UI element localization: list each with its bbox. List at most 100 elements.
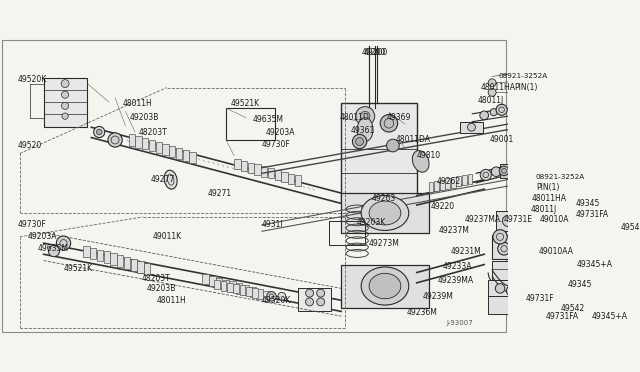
Text: 49233A: 49233A [443, 263, 472, 272]
Circle shape [317, 289, 324, 297]
Bar [451, 177, 456, 187]
Text: 49203A: 49203A [266, 128, 296, 137]
Bar [456, 176, 461, 186]
Circle shape [97, 129, 102, 135]
Bar [246, 287, 252, 296]
Circle shape [515, 238, 525, 248]
Bar [462, 175, 467, 185]
Text: 48011HA: 48011HA [480, 83, 515, 92]
Text: 49203A: 49203A [28, 232, 58, 241]
Ellipse shape [387, 139, 399, 152]
Bar [189, 152, 196, 163]
Text: 49731F: 49731F [525, 294, 554, 303]
Text: PIN(1): PIN(1) [536, 183, 559, 192]
Text: 49220: 49220 [430, 202, 454, 211]
Bar [221, 281, 226, 291]
Bar [445, 179, 450, 189]
Bar [261, 166, 268, 177]
Bar [149, 140, 155, 151]
Bar [341, 193, 429, 233]
Text: 49239M: 49239M [422, 292, 453, 301]
Text: 49635M: 49635M [252, 115, 284, 124]
Circle shape [356, 107, 374, 126]
Circle shape [502, 215, 513, 227]
Bar [496, 211, 528, 231]
Text: 48011H: 48011H [123, 99, 153, 108]
Text: 49635M: 49635M [38, 244, 69, 253]
Text: 49730F: 49730F [262, 140, 291, 149]
Bar [252, 288, 258, 298]
Bar [216, 278, 222, 288]
Bar [90, 247, 97, 259]
Bar [226, 108, 275, 140]
Ellipse shape [369, 273, 401, 299]
Circle shape [480, 111, 488, 120]
Bar [131, 259, 137, 270]
Text: 49730F: 49730F [17, 220, 46, 230]
Bar [182, 150, 189, 161]
Ellipse shape [164, 170, 177, 189]
Text: 49361: 49361 [351, 126, 375, 135]
Text: 49520K: 49520K [262, 296, 291, 305]
Bar [488, 280, 520, 296]
Bar [156, 142, 162, 154]
Circle shape [62, 113, 68, 119]
Text: 49369: 49369 [387, 113, 411, 122]
Bar [240, 285, 245, 295]
Circle shape [93, 126, 105, 138]
Bar [110, 253, 116, 264]
Bar [434, 181, 439, 191]
Circle shape [498, 242, 510, 255]
Bar [268, 168, 275, 179]
Text: 49345+A: 49345+A [591, 312, 627, 321]
Bar [223, 280, 229, 290]
Text: 08921-3252A: 08921-3252A [536, 174, 585, 180]
Text: 48011HA: 48011HA [532, 194, 567, 203]
Text: 49520K: 49520K [17, 75, 47, 84]
Text: PIN(1): PIN(1) [515, 83, 538, 92]
Bar [129, 134, 135, 145]
Circle shape [356, 138, 364, 145]
Text: 48011J: 48011J [530, 205, 557, 214]
Text: 48203T: 48203T [139, 128, 168, 137]
Circle shape [108, 133, 122, 147]
Circle shape [360, 111, 370, 121]
Bar [234, 159, 241, 169]
Text: 49237MA: 49237MA [465, 215, 500, 224]
Text: 48203T: 48203T [141, 273, 170, 283]
Circle shape [61, 91, 68, 98]
Circle shape [49, 246, 60, 257]
Text: 49011K: 49011K [152, 232, 182, 241]
Bar [44, 78, 87, 127]
Text: 48011H: 48011H [156, 296, 186, 305]
Bar [209, 276, 216, 286]
Text: 49810: 49810 [417, 151, 441, 160]
Bar [117, 256, 124, 267]
Text: 49262: 49262 [436, 177, 461, 186]
Bar [257, 289, 263, 299]
Ellipse shape [361, 196, 409, 230]
Bar [330, 221, 365, 245]
Bar [176, 148, 182, 160]
Text: 49010A: 49010A [540, 215, 569, 224]
Circle shape [480, 169, 492, 180]
Bar [227, 282, 232, 292]
Bar [144, 263, 150, 275]
Circle shape [579, 75, 588, 84]
Bar [169, 146, 175, 157]
Bar [97, 250, 103, 261]
Bar [248, 163, 254, 173]
Bar [135, 137, 141, 148]
Bar [83, 246, 90, 257]
Bar [295, 176, 301, 186]
Circle shape [305, 298, 314, 306]
Circle shape [267, 292, 276, 301]
Circle shape [305, 289, 314, 297]
Bar [341, 264, 429, 308]
Bar [234, 284, 239, 294]
Bar [288, 174, 294, 184]
Bar [202, 274, 209, 285]
Bar [429, 182, 433, 192]
Circle shape [317, 298, 324, 306]
Bar [163, 144, 169, 155]
